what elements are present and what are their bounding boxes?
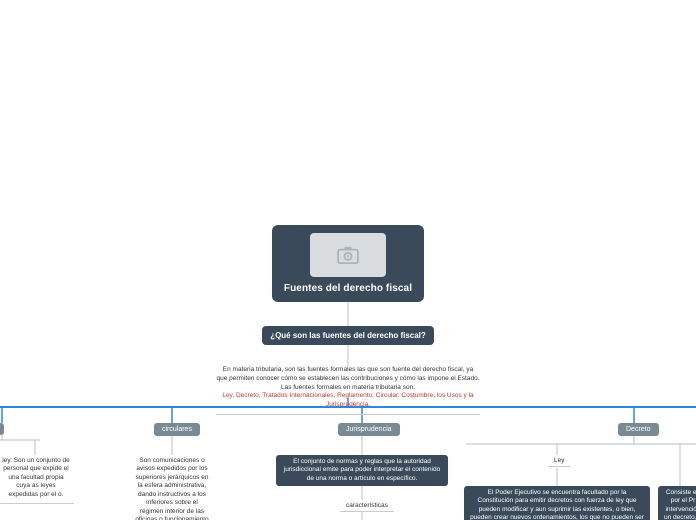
desc-l5: Jurisprudencia. <box>216 401 480 410</box>
question-text: ¿Qué son las fuentes del derecho fiscal? <box>270 331 426 340</box>
decreto-sub-ley: Ley <box>548 455 570 467</box>
root-node[interactable]: Fuentes del derecho fiscal <box>272 225 424 302</box>
jurisprudencia-body: El conjunto de normas y reglas que la au… <box>276 455 448 486</box>
desc-l4: Ley, Decreto, Tratados Internacionales, … <box>216 392 480 401</box>
question-node[interactable]: ¿Qué son las fuentes del derecho fiscal? <box>262 326 434 345</box>
root-title: Fuentes del derecho fiscal <box>278 283 418 294</box>
category-circulares[interactable]: circulares <box>154 423 200 436</box>
reglamento-body-partial: ley. Son un conjunto de personal que exp… <box>0 455 74 504</box>
decreto-body-right: Consiste en por el Pr intervención un de… <box>658 486 696 520</box>
category-reglamento-partial[interactable] <box>0 423 4 435</box>
decreto-body-ley: El Poder Ejecutivo se encuentra facultad… <box>464 486 650 520</box>
jurisprudencia-caracteristicas: características <box>340 500 394 512</box>
circulares-body: Son comunicaciones o avisos expedidos po… <box>130 455 214 520</box>
description-node: En materia tributaria, son las fuentes f… <box>216 366 480 415</box>
circulares-label: circulares <box>162 426 192 433</box>
category-jurisprudencia[interactable]: Jurisprudencia <box>338 423 400 436</box>
desc-l2: que permiten conocer cómo se establecen … <box>216 375 480 384</box>
desc-l1: En materia tributaria, son las fuentes f… <box>216 366 480 375</box>
jurisprudencia-label: Jurisprudencia <box>346 426 392 433</box>
category-decreto[interactable]: Decreto <box>618 423 659 436</box>
desc-l3: Las fuentes formales en materia tributar… <box>216 384 480 393</box>
image-placeholder-icon <box>310 233 386 277</box>
decreto-label: Decreto <box>626 426 651 433</box>
